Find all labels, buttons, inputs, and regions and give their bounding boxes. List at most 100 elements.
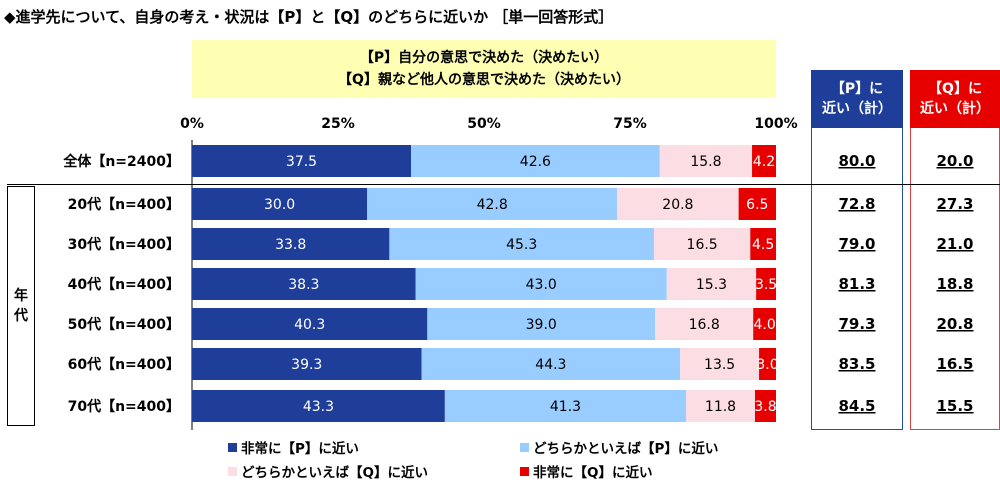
- bar-data-label: 30.0: [264, 197, 295, 213]
- bar-data-label: 39.0: [526, 317, 557, 333]
- bar-segment: [752, 145, 776, 177]
- q-total-header-line1: 【Q】に: [928, 81, 982, 97]
- q-total-value: 15.5: [936, 397, 973, 415]
- age-group-label-char2: 代: [14, 308, 28, 324]
- bar-segment: [192, 145, 411, 177]
- question-box: 【P】自分の意思で決めた（決めたい） 【Q】親など他人の意思で決めた（決めたい）: [192, 40, 776, 98]
- bar-segment: [192, 348, 422, 380]
- q-total-value: 16.5: [936, 355, 973, 373]
- bar-segment: [192, 228, 390, 260]
- bar-segment: [411, 145, 660, 177]
- category-label: 50代【n=400】: [68, 316, 180, 333]
- bar-data-label: 4.0: [753, 317, 775, 333]
- bar-data-label: 43.3: [303, 399, 334, 415]
- bar-data-label: 33.8: [275, 237, 306, 253]
- bar-segment: [756, 268, 776, 300]
- bar-data-label: 13.5: [704, 357, 735, 373]
- category-label: 20代【n=400】: [68, 196, 180, 213]
- q-total-value: 21.0: [936, 235, 973, 253]
- p-total-value: 79.0: [838, 235, 875, 253]
- legend-swatch-s3: [228, 466, 237, 476]
- bar-segment: [389, 228, 654, 260]
- bar-data-label: 45.3: [506, 237, 537, 253]
- age-group-label-char1: 年: [14, 288, 28, 304]
- q-total-header-line2: 近い（計）: [920, 101, 990, 117]
- legend-item-s2: どちらかといえば【P】に近い: [520, 437, 718, 457]
- bar-data-label: 15.8: [690, 154, 721, 170]
- bar-segment: [680, 348, 760, 380]
- bar-data-label: 43.0: [526, 277, 557, 293]
- bar-segment: [655, 308, 754, 340]
- legend-item-s3: どちらかといえば【Q】に近い: [228, 461, 428, 481]
- bar-data-label: 42.8: [477, 197, 508, 213]
- legend-label-s3: どちらかといえば【Q】に近い: [241, 465, 428, 481]
- q-total-header: 【Q】に 近い（計）: [910, 70, 1000, 128]
- bar-segment: [753, 308, 776, 340]
- bar-data-label: 3.0: [756, 357, 778, 373]
- category-label: 60代【n=400】: [68, 356, 180, 373]
- bar-segment: [759, 348, 776, 380]
- bar-segment: [617, 188, 739, 220]
- x-tick-label: 0%: [180, 116, 204, 132]
- legend-swatch-s1: [228, 442, 237, 452]
- bar-segment: [750, 228, 776, 260]
- legend-swatch-s2: [520, 442, 529, 452]
- question-q-text: 【Q】親など他人の意思で決めた（決めたい）: [338, 72, 630, 88]
- p-total-value: 79.3: [838, 315, 875, 333]
- bar-data-label: 42.6: [520, 154, 551, 170]
- legend-label-s2: どちらかといえば【P】に近い: [533, 441, 719, 457]
- bar-segment: [653, 228, 751, 260]
- bar-data-label: 38.3: [288, 277, 319, 293]
- age-group-label: 年 代: [7, 186, 35, 426]
- bar-segment: [738, 188, 776, 220]
- bar-segment: [686, 390, 755, 422]
- bar-segment: [192, 188, 368, 220]
- bar-segment: [666, 268, 757, 300]
- category-label: 30代【n=400】: [68, 236, 180, 253]
- bar-data-label: 15.3: [696, 277, 727, 293]
- bar-segment: [421, 348, 681, 380]
- p-total-header: 【P】に 近い（計）: [811, 70, 903, 128]
- x-tick-label: 50%: [467, 116, 501, 132]
- legend-item-s4: 非常に【Q】に近い: [520, 461, 652, 481]
- bar-data-label: 20.8: [662, 197, 693, 213]
- bar-data-label: 37.5: [286, 154, 317, 170]
- bar-segment: [427, 308, 656, 340]
- bar-data-label: 16.5: [687, 237, 718, 253]
- q-total-value: 18.8: [936, 275, 973, 293]
- bar-data-label: 41.3: [550, 399, 581, 415]
- bar-data-label: 4.2: [753, 154, 775, 170]
- category-label: 40代【n=400】: [68, 276, 180, 293]
- x-tick-label: 100%: [754, 116, 797, 132]
- legend-label-s1: 非常に【P】に近い: [241, 441, 359, 457]
- bar-data-label: 3.8: [754, 399, 776, 415]
- bar-data-label: 6.5: [746, 197, 768, 213]
- bar-segment: [192, 268, 416, 300]
- bar-data-label: 16.8: [689, 317, 720, 333]
- category-label: 70代【n=400】: [68, 398, 180, 415]
- bar-data-label: 44.3: [535, 357, 566, 373]
- bar-segment: [659, 145, 753, 177]
- question-p-text: 【P】自分の意思で決めた（決めたい）: [359, 50, 609, 66]
- category-label: 全体【n=2400】: [62, 153, 180, 170]
- p-total-header-line1: 【P】に: [830, 81, 884, 97]
- bar-data-label: 11.8: [705, 399, 736, 415]
- p-total-value: 81.3: [838, 275, 875, 293]
- bar-segment: [192, 308, 428, 340]
- q-total-value: 27.3: [936, 195, 973, 213]
- bar-segment: [444, 390, 687, 422]
- x-tick-label: 75%: [613, 116, 647, 132]
- x-tick-label: 25%: [321, 116, 355, 132]
- p-total-value: 83.5: [838, 355, 875, 373]
- chart-title: ◆進学先について、自身の考え・状況は【P】と【Q】のどちらに近いか ［単一回答形…: [4, 8, 614, 26]
- bar-data-label: 3.5: [755, 277, 777, 293]
- bar-data-label: 40.3: [294, 317, 325, 333]
- q-total-value: 20.0: [936, 152, 973, 170]
- p-total-value: 72.8: [838, 195, 875, 213]
- bar-segment: [754, 390, 776, 422]
- bar-segment: [367, 188, 618, 220]
- bar-segment: [192, 390, 445, 422]
- bar-segment: [415, 268, 667, 300]
- p-total-value: 84.5: [838, 397, 875, 415]
